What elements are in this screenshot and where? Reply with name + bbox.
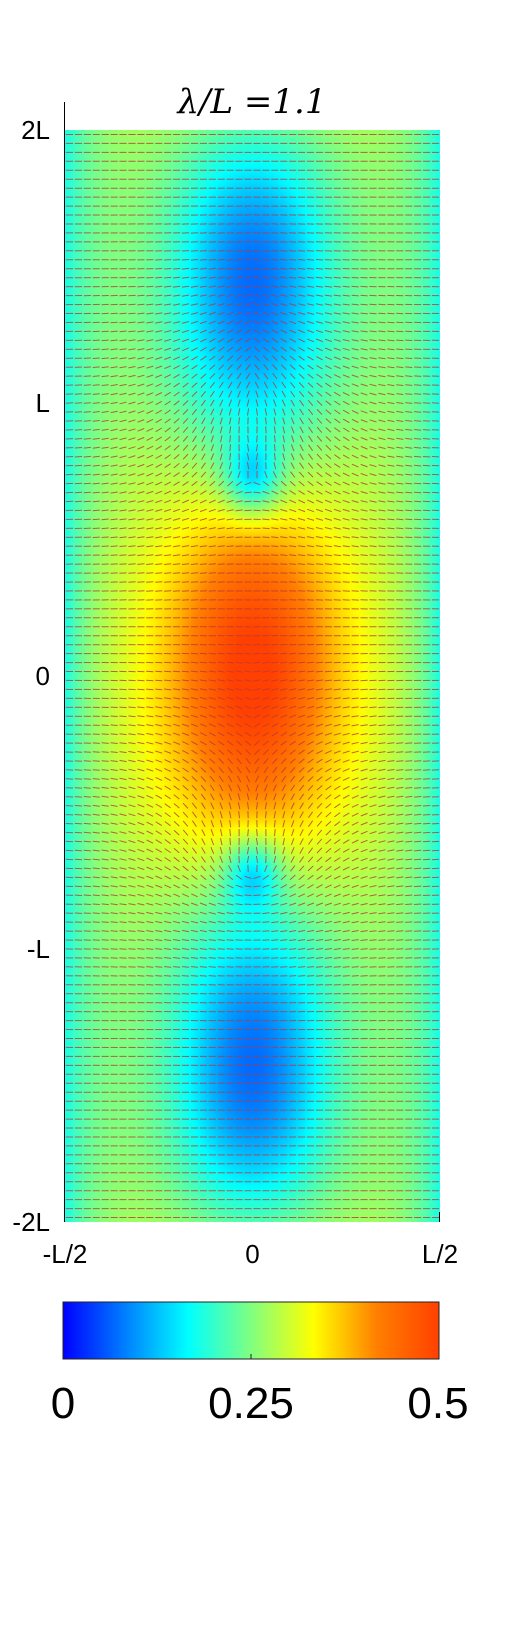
- x-tick-label: L/2: [422, 1239, 458, 1269]
- y-tick-label: 0: [36, 661, 50, 691]
- heatmap-plot: [65, 130, 440, 1222]
- x-axis-ticks: -L/2 0 L/2: [43, 1239, 458, 1269]
- y-tick-label: L: [36, 388, 50, 418]
- y-tick-label: -L: [27, 934, 50, 964]
- x-tick-label: 0: [245, 1239, 259, 1269]
- colorbar-tick-label: 0.25: [208, 1379, 294, 1428]
- colorbar-tick-label: 0: [51, 1379, 75, 1428]
- director-field-overlay: [65, 134, 440, 1218]
- chart-title: λ/L =1.1: [176, 82, 327, 122]
- colorbar: 0 0.25 0.5: [51, 1301, 469, 1428]
- colorbar-gradient: [62, 1301, 440, 1360]
- x-tick-label: -L/2: [43, 1239, 88, 1269]
- colorbar-ticks: 0 0.25 0.5: [51, 1354, 469, 1428]
- y-axis-ticks: 2L L 0 -L -2L: [12, 115, 50, 1237]
- y-tick-label: -2L: [12, 1207, 50, 1237]
- y-tick-label: 2L: [21, 115, 50, 145]
- director-dashes: [65, 134, 440, 1218]
- colorbar-tick-label: 0.5: [407, 1379, 468, 1428]
- heatmap-image: [65, 130, 440, 1222]
